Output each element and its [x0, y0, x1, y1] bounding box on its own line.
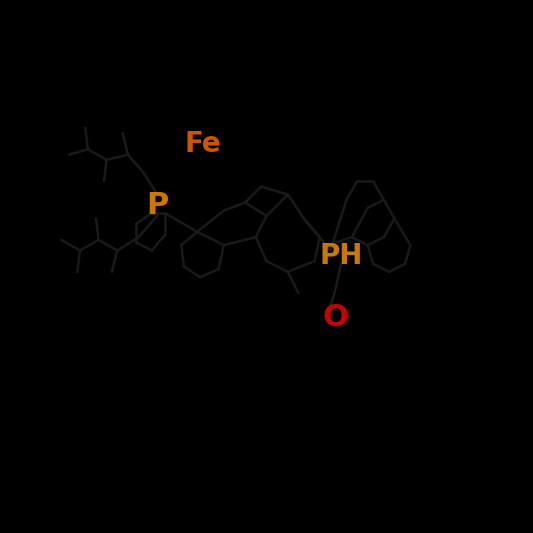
Text: PH: PH	[319, 242, 363, 270]
Text: P: P	[146, 191, 168, 220]
Text: Fe: Fe	[184, 130, 221, 158]
Text: O: O	[323, 303, 349, 332]
